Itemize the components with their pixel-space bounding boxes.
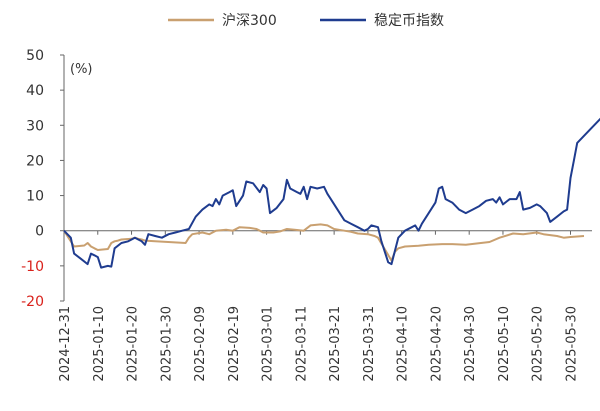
x-tick-label: 2025-04-20 <box>429 306 444 382</box>
legend-label-hs300: 沪深300 <box>222 13 277 29</box>
x-tick-label: 2025-05-30 <box>564 306 579 382</box>
y-tick-label: 10 <box>26 189 44 205</box>
x-tick-label: 2025-03-31 <box>362 306 377 382</box>
y-tick-label: -20 <box>21 294 44 310</box>
legend: 沪深300 稳定币指数 <box>168 13 444 29</box>
x-tick-label: 2025-03-01 <box>261 306 276 382</box>
y-axis: 50 40 30 20 10 0 -10 -20 <box>21 48 64 310</box>
x-tick-label: 2025-02-09 <box>193 306 208 382</box>
x-tick-label: 2025-03-11 <box>294 306 309 382</box>
legend-label-stablecoin-index: 稳定币指数 <box>374 13 444 29</box>
series-line-hs300 <box>63 223 585 262</box>
y-tick-label: 20 <box>26 153 44 169</box>
x-axis: 2024-12-31 2025-01-10 2025-01-20 2025-01-30… <box>58 230 579 382</box>
y-tick-label: 0 <box>35 224 44 240</box>
x-tick-label: 2024-12-31 <box>58 306 73 382</box>
y-tick-label: 30 <box>26 118 44 134</box>
x-tick-label: 2025-01-20 <box>126 306 141 382</box>
y-tick-label: 50 <box>26 48 44 64</box>
x-tick-label: 2025-05-10 <box>497 306 512 382</box>
y-unit-label: (%) <box>70 62 93 77</box>
y-tick-label: 40 <box>26 83 44 99</box>
series-group <box>63 117 600 269</box>
x-tick-label: 2025-03-21 <box>328 306 343 382</box>
x-tick-label: 2025-05-20 <box>531 306 546 382</box>
x-tick-label: 2025-01-10 <box>92 306 107 382</box>
y-tick-label: -10 <box>21 259 44 275</box>
series-line-stablecoin-index <box>63 117 600 269</box>
x-tick-label: 2025-04-30 <box>463 306 478 382</box>
x-tick-label: 2025-02-19 <box>227 306 242 382</box>
x-tick-label: 2025-04-10 <box>396 306 411 382</box>
x-tick-label: 2025-01-30 <box>159 306 174 382</box>
